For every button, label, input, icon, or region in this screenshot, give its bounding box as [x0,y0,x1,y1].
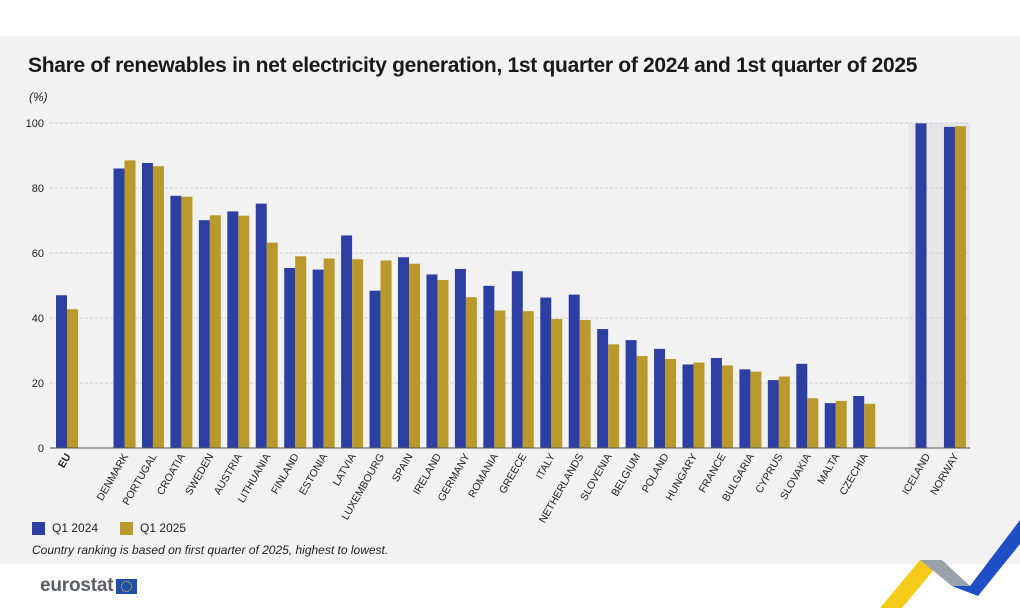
bar-q1-2024-bulgaria [739,369,751,448]
bar-q1-2024-hungary [682,364,694,448]
decorative-chevron-graphic [880,520,1020,608]
bar-q1-2025-romania [494,310,506,448]
bar-q1-2024-netherlands [568,294,580,448]
bar-q1-2025-latvia [352,259,364,448]
bar-q1-2024-poland [654,348,666,448]
bar-q1-2025-germany [465,297,477,448]
x-tick-label-estonia: ESTONIA [297,452,330,498]
bar-q1-2025-czechia [864,403,876,448]
x-tick-label-malta: MALTA [815,452,842,487]
bar-q1-2025-norway [954,126,966,448]
bar-q1-2024-croatia [170,195,182,448]
chart-title: Share of renewables in net electricity g… [28,54,918,77]
y-tick-label: 100 [26,118,44,130]
bar-q1-2024-slovakia [796,363,808,448]
x-tick-label-czechia: CZECHIA [837,452,870,498]
bar-q1-2024-cyprus [767,380,779,448]
bar-q1-2025-hungary [693,362,705,448]
bar-q1-2025-croatia [181,196,193,448]
bar-q1-2025-italy [551,318,563,448]
bar-q1-2024-denmark [113,168,125,448]
bar-q1-2024-estonia [312,269,324,448]
bar-q1-2024-latvia [341,235,353,448]
bar-q1-2025-eu [67,309,78,448]
x-tick-label-cyprus: CYPRUS [753,452,785,496]
bar-q1-2025-luxembourg [380,260,392,448]
bar-q1-2024-greece [511,271,523,448]
bar-q1-2024-malta [824,403,836,448]
chart-panel [0,36,1020,564]
bar-q1-2024-iceland [915,123,927,448]
x-tick-label-poland: POLAND [640,451,672,495]
bar-q1-2025-malta [835,400,847,448]
eu-flag-icon [116,578,138,594]
bar-q1-2025-spain [409,263,420,448]
legend-swatch-q1-2025 [120,521,134,535]
bar-q1-2024-finland [284,267,296,448]
y-tick-label: 0 [38,443,44,455]
x-tick-label-belgium: BELGIUM [609,452,643,499]
bar-q1-2025-lithuania [266,242,278,448]
bar-q1-2025-portugal [152,166,164,448]
x-tick-label-france: FRANCE [697,452,729,495]
y-axis-unit: (%) [29,90,48,104]
legend: Q1 2024 Q1 2025 [32,521,208,535]
y-tick-label: 60 [32,248,44,260]
y-tick-label: 80 [32,183,44,195]
bar-q1-2025-denmark [124,160,136,448]
bar-q1-2024-germany [454,268,466,448]
logo-text: eurostat [40,575,114,596]
legend-swatch-q1-2024 [32,521,45,535]
x-tick-label-italy: ITALY [534,452,558,482]
bar-q1-2024-czechia [853,396,865,448]
legend-label-q1-2024: Q1 2024 [52,521,99,535]
y-tick-label: 40 [32,313,44,325]
bar-q1-2025-slovakia [807,398,819,448]
bar-q1-2024-ireland [426,274,438,448]
bar-q1-2025-cyprus [778,376,790,448]
bar-q1-2024-lithuania [255,203,267,448]
bar-q1-2025-ireland [437,279,449,448]
bar-q1-2024-austria [227,211,239,448]
y-tick-label: 20 [32,378,44,390]
bar-q1-2025-france [721,365,733,448]
bar-q1-2024-sweden [198,220,210,448]
bar-q1-2024-portugal [141,162,153,448]
bar-q1-2025-poland [665,358,677,448]
bar-q1-2025-belgium [636,356,648,448]
x-tick-label-norway: NORWAY [928,452,961,498]
bar-q1-2024-luxembourg [369,290,381,448]
bar-q1-2025-finland [295,256,307,448]
bar-q1-2025-sweden [209,215,221,448]
legend-item-q1-2025: Q1 2025 [120,521,186,535]
bar-q1-2024-norway [943,126,955,449]
bar-q1-2025-slovenia [608,344,620,448]
bar-q1-2024-france [710,357,722,448]
bar-q1-2025-bulgaria [750,371,762,448]
bar-q1-2024-spain [398,257,409,448]
bar-q1-2025-netherlands [579,319,591,448]
bar-q1-2024-slovenia [597,329,609,448]
bar-q1-2024-italy [540,297,552,448]
x-tick-label-greece: GREECE [497,452,530,496]
bar-q1-2024-romania [483,285,495,448]
bar-q1-2025-austria [238,215,250,448]
x-tick-label-spain: SPAIN [390,452,416,485]
bar-q1-2024-eu [56,295,67,448]
eurostat-logo[interactable]: eurostat [40,575,138,597]
x-tick-label-eu: EU [56,452,74,471]
footnote: Country ranking is based on first quarte… [32,543,389,557]
bar-q1-2025-estonia [323,258,335,448]
bar-q1-2024-belgium [625,340,637,448]
bar-q1-2025-greece [522,311,534,448]
legend-label-q1-2025: Q1 2025 [140,521,187,535]
legend-item-q1-2024: Q1 2024 [32,521,98,535]
x-tick-label-latvia: LATVIA [331,452,359,489]
